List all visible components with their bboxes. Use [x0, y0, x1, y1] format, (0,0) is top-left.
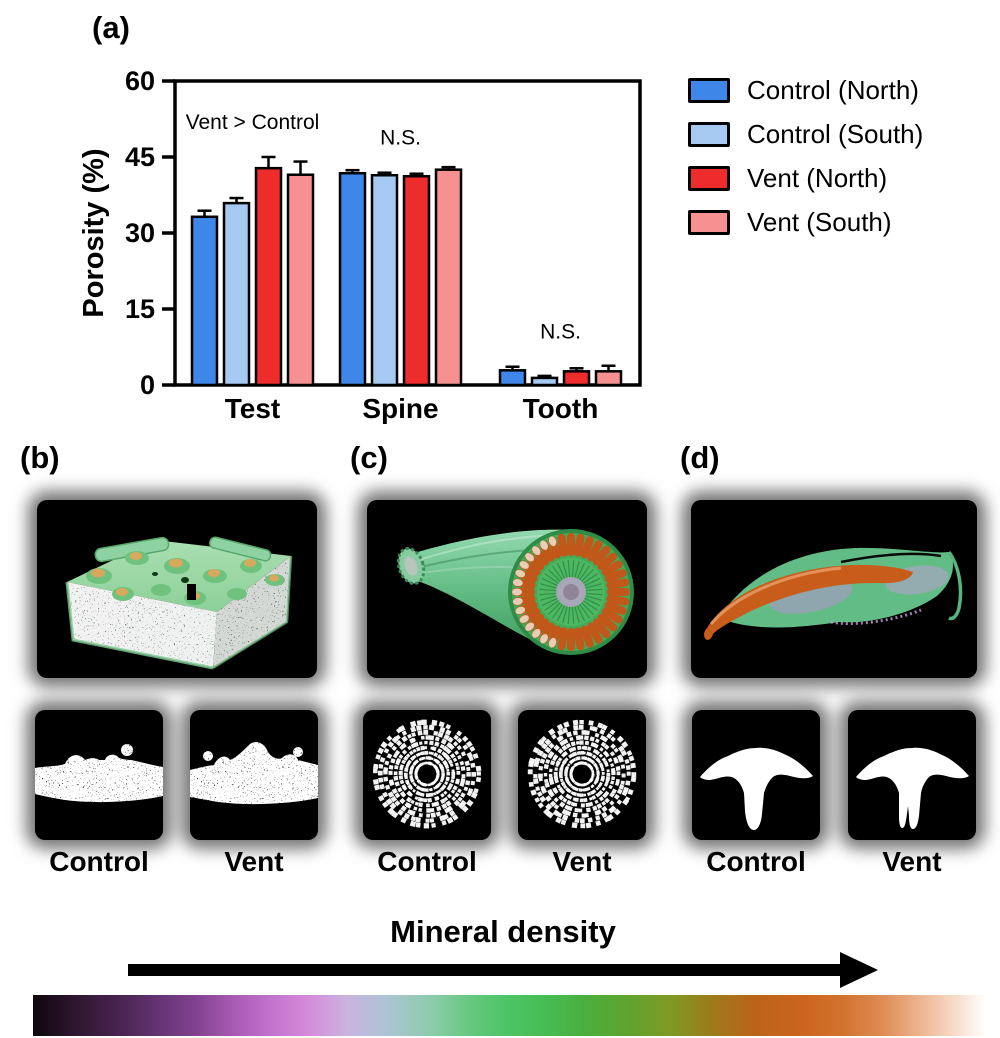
- panel-a-label: (a): [92, 10, 130, 45]
- test-section-vent: [190, 710, 318, 840]
- panel-b-label: (b): [20, 440, 60, 475]
- legend-item: Vent (South): [688, 207, 923, 237]
- legend-label: Control (South): [747, 119, 924, 149]
- y-tick-label: 15: [125, 294, 155, 324]
- spine-section-vent: [518, 710, 646, 840]
- tooth-3d-render: [691, 500, 977, 678]
- bar-test-vent-north-: [254, 166, 283, 387]
- bar-spine-control-south-: [370, 173, 399, 387]
- test-block: [65, 536, 293, 670]
- porosity-bar-chart: 0 15 30 45 60 Porosity (%) Test Spine Tooth Vent …: [78, 66, 642, 424]
- category-label: Spine: [362, 393, 438, 424]
- annotation: N.S.: [380, 126, 421, 149]
- panel-c-label: (c): [350, 440, 388, 475]
- spine-3d-render: [367, 500, 647, 678]
- legend-label: Vent (South): [747, 207, 892, 237]
- panel-c-caption-control: Control: [377, 846, 477, 877]
- panel-d-caption-vent: Vent: [882, 846, 942, 877]
- panel-d-caption-control: Control: [706, 846, 806, 877]
- legend-swatch: [688, 78, 730, 103]
- category-label: Tooth: [523, 393, 599, 424]
- legend-swatch: [688, 210, 730, 235]
- chart-legend: Control (North) Control (South) Vent (Nort…: [688, 75, 924, 254]
- bar-test-vent-south-: [286, 173, 315, 387]
- legend-item: Control (South): [688, 119, 924, 149]
- legend-item: Vent (North): [688, 163, 923, 193]
- panel-c-caption-vent: Vent: [552, 846, 612, 877]
- annotation: Vent > Control: [186, 111, 320, 134]
- panel-d-label: (d): [680, 440, 720, 475]
- y-axis-label: Porosity (%): [78, 148, 110, 317]
- y-tick-label: 0: [140, 370, 155, 400]
- colorbar-arrow-shaft: [128, 964, 840, 976]
- bar-spine-control-north-: [338, 171, 367, 387]
- spine-cross-section: [508, 529, 634, 655]
- bar-tooth-vent-north-: [562, 370, 591, 387]
- y-tick-label: 45: [125, 142, 155, 172]
- bar-tooth-vent-south-: [594, 370, 623, 387]
- tooth-blade: [704, 547, 963, 640]
- spine-section-control: [363, 710, 491, 840]
- bar-spine-vent-south-: [434, 168, 463, 387]
- y-tick-label: 30: [125, 218, 155, 248]
- tooth-section-vent: [848, 710, 976, 840]
- y-tick-label: 60: [125, 66, 155, 96]
- tubercles: [86, 551, 285, 605]
- annotation: N.S.: [540, 320, 581, 343]
- colorbar-title: Mineral density: [390, 914, 616, 949]
- legend-label: Control (North): [747, 75, 919, 105]
- panel-b-caption-control: Control: [49, 846, 149, 877]
- legend-swatch: [688, 122, 730, 147]
- bar-spine-vent-north-: [402, 175, 431, 387]
- legend-label: Vent (North): [747, 163, 888, 193]
- test-3d-render: [37, 500, 317, 678]
- tooth-section-control: [692, 710, 820, 840]
- panel-b-caption-vent: Vent: [224, 846, 284, 877]
- bar-test-control-south-: [222, 201, 251, 387]
- category-label: Test: [225, 393, 281, 424]
- bar-test-control-north-: [190, 215, 219, 387]
- mineral-density-colorbar: [33, 995, 985, 1036]
- bar-tooth-control-north-: [498, 369, 527, 387]
- bar-tooth-control-south-: [530, 376, 559, 387]
- legend-item: Control (North): [688, 75, 923, 105]
- test-section-control: [35, 710, 163, 840]
- colorbar-arrow-head: [840, 952, 878, 988]
- legend-swatch: [688, 166, 730, 191]
